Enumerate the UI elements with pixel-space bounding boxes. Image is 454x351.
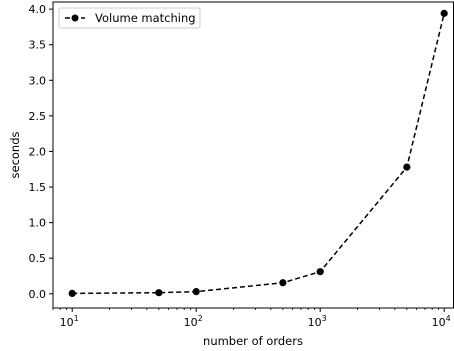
- x-axis: 101 102 103 104: [52, 308, 451, 329]
- legend-box: [58, 7, 201, 29]
- y-tick-label: 3.0: [29, 74, 47, 87]
- legend: Volume matching: [58, 7, 201, 29]
- y-axis: 0.0 0.5 1.0 1.5 2.0 2.5 3.0 3.5 4.0: [29, 3, 53, 301]
- legend-marker-sample: [71, 14, 79, 22]
- y-tick-label: 3.5: [29, 39, 47, 52]
- y-tick-label: 4.0: [29, 3, 47, 16]
- y-tick-label: 2.0: [29, 145, 47, 158]
- y-tick-label: 2.5: [29, 110, 47, 123]
- data-point: [440, 9, 448, 17]
- y-tick-label: 0.5: [29, 252, 47, 265]
- data-point: [68, 289, 76, 298]
- data-point: [155, 289, 163, 297]
- y-axis-title: seconds: [8, 131, 22, 178]
- data-point: [403, 163, 411, 171]
- x-tick-label: 104: [432, 314, 451, 329]
- plot-frame: [52, 1, 454, 309]
- y-tick-label: 1.5: [29, 181, 47, 194]
- legend-label: Volume matching: [95, 11, 196, 25]
- series-layer: [68, 9, 448, 298]
- x-axis-title: number of orders: [203, 334, 303, 348]
- x-tick-label: 103: [308, 314, 327, 329]
- x-tick-label: 102: [184, 314, 203, 329]
- data-point: [192, 288, 200, 296]
- x-tick-label: 101: [60, 314, 79, 329]
- data-point: [316, 268, 324, 276]
- series-line: [72, 13, 445, 295]
- y-tick-label: 0.0: [29, 288, 47, 301]
- plot-area: [52, 1, 454, 309]
- data-point: [279, 279, 287, 287]
- y-tick-label: 1.0: [29, 217, 47, 230]
